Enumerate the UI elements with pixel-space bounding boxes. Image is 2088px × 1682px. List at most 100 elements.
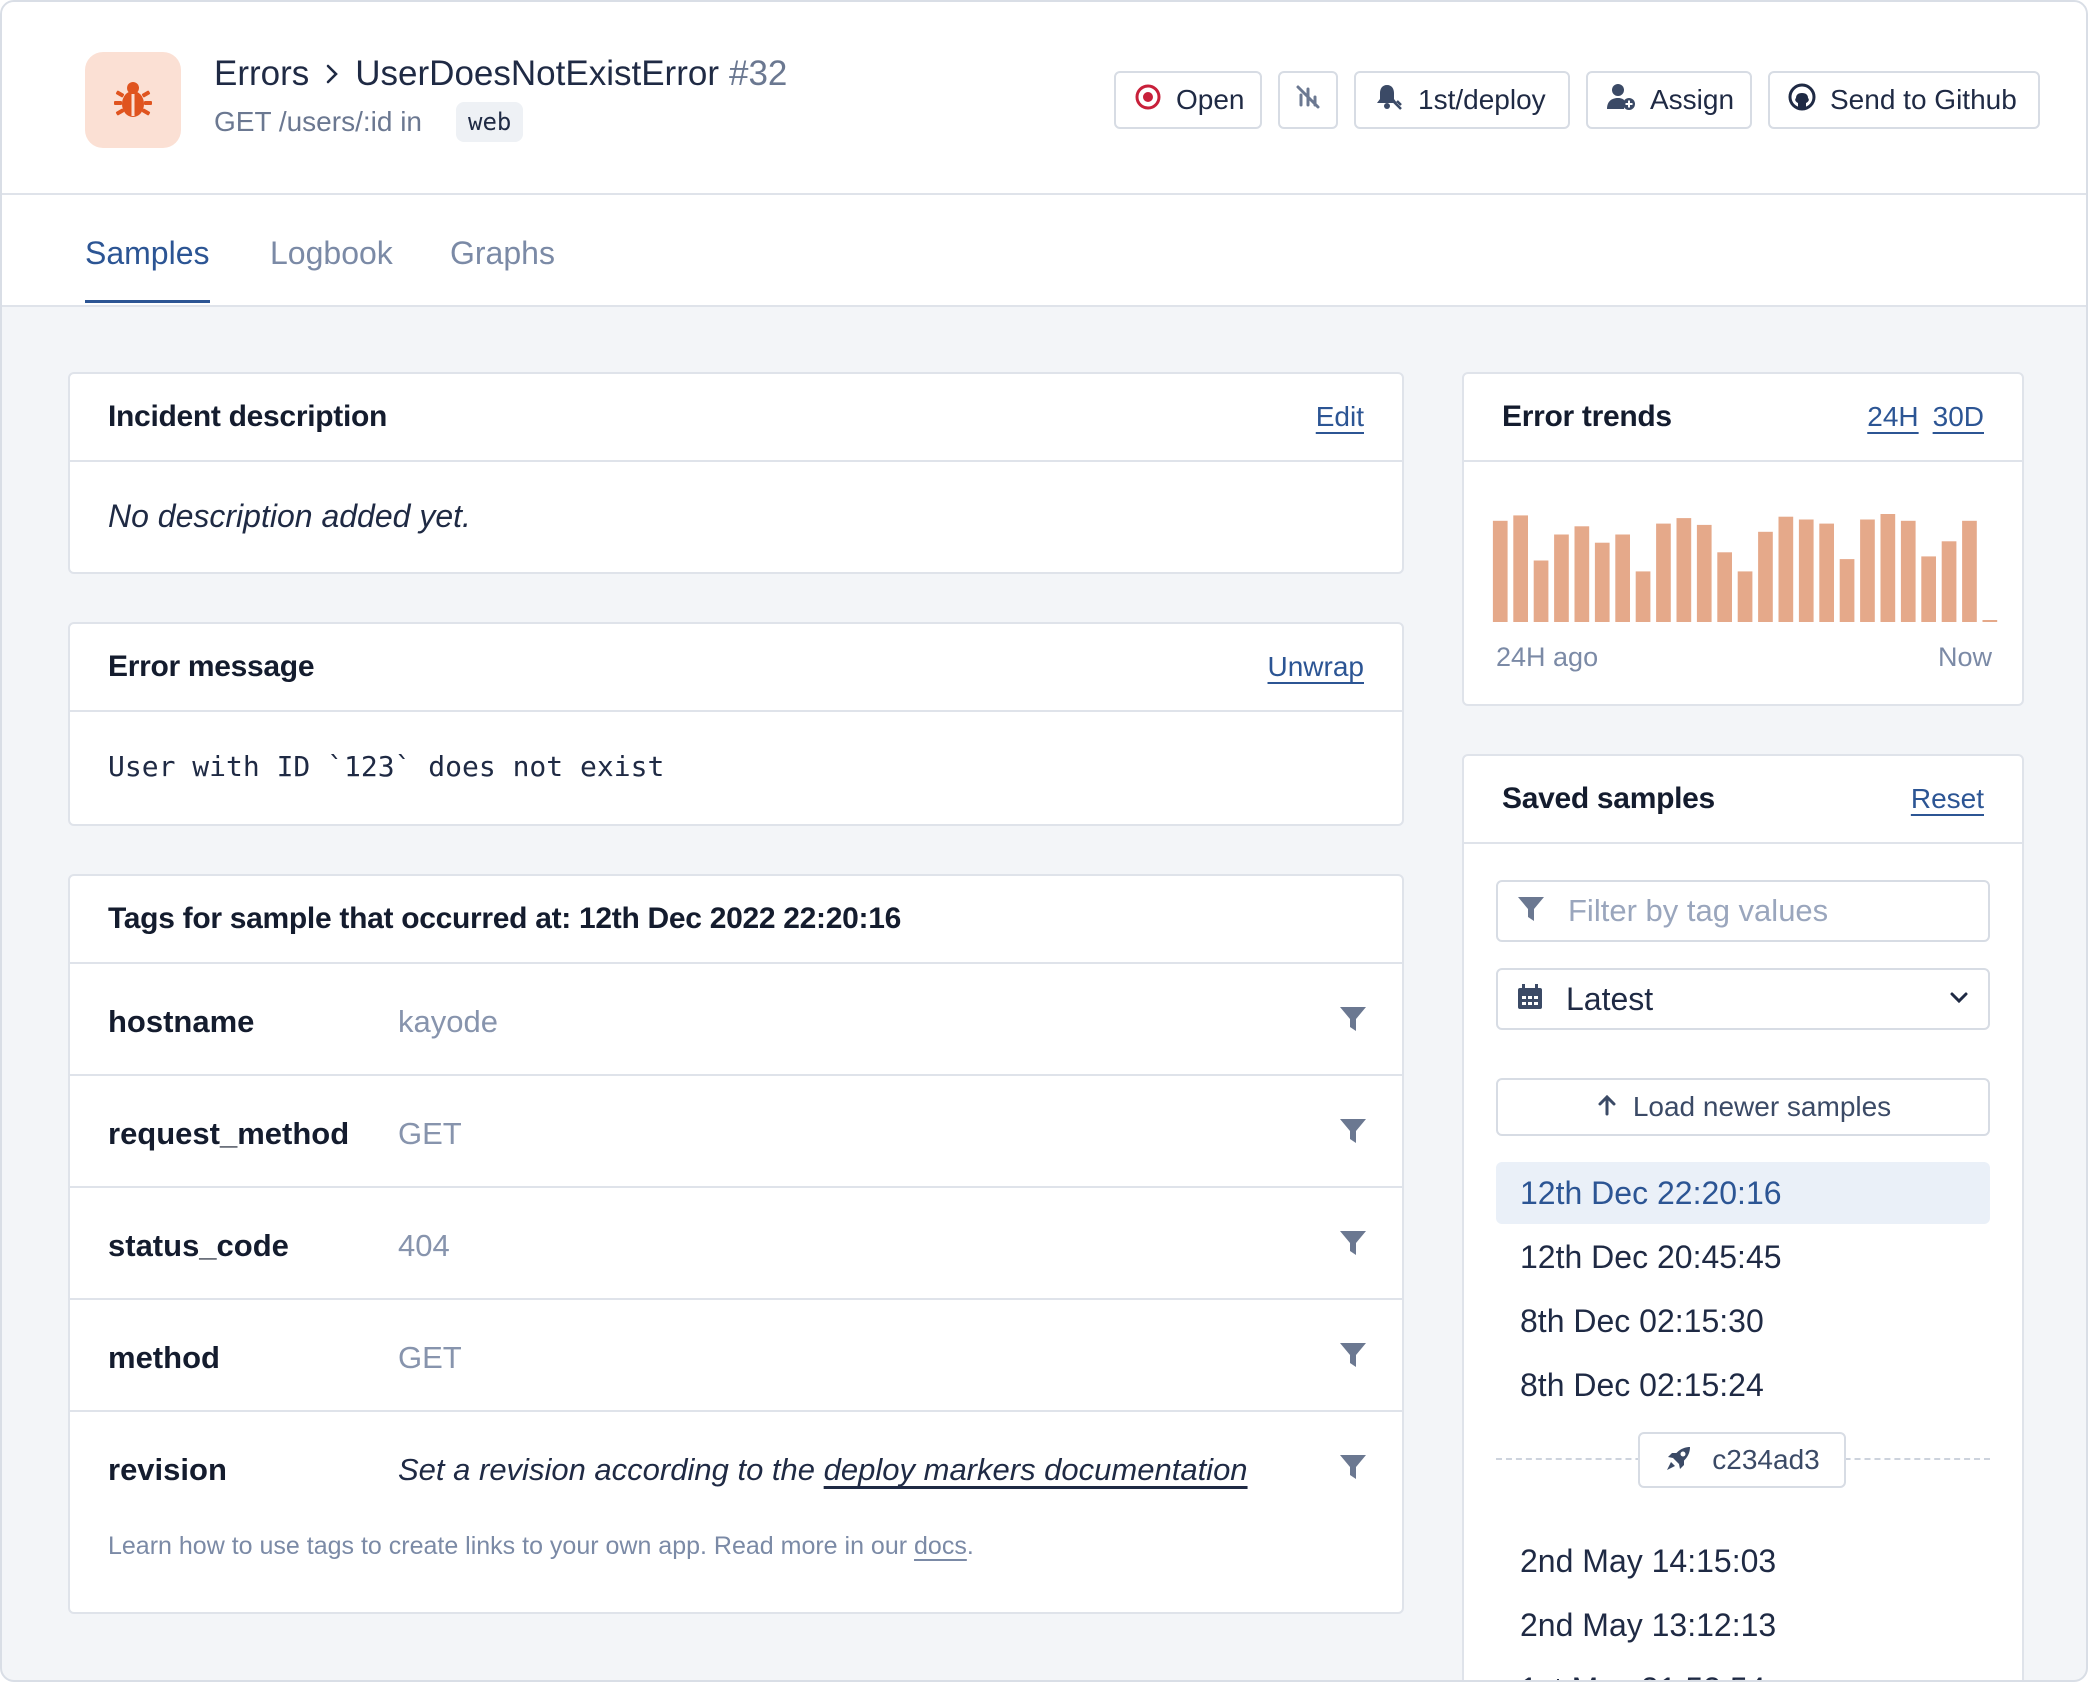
tab-graphs[interactable]: Graphs (450, 235, 555, 271)
reset-link[interactable]: Reset (1910, 783, 1984, 814)
trend-bar[interactable] (1594, 542, 1610, 622)
error-message-title: Error message (108, 650, 315, 683)
filter-icon[interactable] (1338, 1004, 1368, 1039)
chart-off-icon (1294, 83, 1322, 118)
unwrap-link[interactable]: Unwrap (1267, 651, 1364, 682)
tag-key: status_code (108, 1228, 289, 1263)
range-30d-link[interactable]: 30D (1932, 401, 1984, 432)
sample-list-item[interactable]: 8th Dec 02:15:24 (1520, 1366, 1764, 1403)
trend-bar[interactable] (1737, 571, 1753, 622)
user-plus-icon (1606, 82, 1636, 119)
tag-key: request_method (108, 1116, 350, 1151)
saved-samples-header: Saved samples Reset (1464, 756, 2022, 844)
chevron-down-icon (1948, 986, 1970, 1013)
trend-bar[interactable] (1819, 523, 1834, 622)
error-trends-header: Error trends 24H 30D (1464, 374, 2022, 462)
sample-range-value: Latest (1566, 980, 1654, 1017)
notification-label: 1st/deploy (1418, 84, 1546, 115)
assign-label: Assign (1650, 84, 1735, 115)
notification-button[interactable]: 1st/deploy (1354, 71, 1570, 129)
incident-description-title: Incident description (108, 400, 388, 433)
tab-samples[interactable]: Samples (85, 235, 210, 303)
load-newer-samples-button[interactable]: Load newer samples (1496, 1078, 1990, 1136)
trend-bar[interactable] (1615, 534, 1630, 623)
calendar-icon (1516, 983, 1544, 1016)
error-message-header: Error message Unwrap (70, 624, 1402, 712)
tag-value: GET (398, 1340, 462, 1375)
tag-key: hostname (108, 1004, 255, 1039)
chevron-right-icon (323, 63, 341, 85)
deploy-markers-docs-link[interactable]: deploy markers documentation (823, 1452, 1248, 1487)
trend-bar[interactable] (1554, 534, 1569, 623)
incident-description-header: Incident description Edit (70, 374, 1402, 462)
sample-list-item[interactable]: 8th Dec 02:15:30 (1520, 1302, 1764, 1339)
incident-description-card: Incident description Edit No description… (68, 372, 1404, 574)
rocket-icon (1664, 1443, 1694, 1478)
tag-row: method GET (70, 1300, 1402, 1412)
edit-description-link[interactable]: Edit (1315, 401, 1364, 432)
filter-icon[interactable] (1338, 1228, 1368, 1263)
trend-bar[interactable] (1656, 523, 1671, 622)
tab-logbook[interactable]: Logbook (270, 235, 393, 271)
filter-icon (1516, 894, 1546, 929)
tag-filter-input[interactable]: Filter by tag values (1496, 880, 1990, 942)
docs-link[interactable]: docs (914, 1532, 967, 1560)
trend-bar[interactable] (1676, 518, 1692, 622)
open-status-label: Open (1176, 84, 1245, 115)
tab-bar: Samples Logbook Graphs (2, 195, 2086, 307)
incident-description-text: No description added yet. (108, 498, 471, 534)
sample-range-select[interactable]: Latest (1496, 968, 1990, 1030)
sample-list-item-selected[interactable]: 12th Dec 22:20:16 (1496, 1162, 1990, 1224)
trend-bar[interactable] (1839, 559, 1855, 622)
incident-description-body: No description added yet. (70, 462, 1402, 571)
tag-value: kayode (398, 1004, 498, 1039)
trend-range-selector: 24H 30D (1867, 401, 1984, 433)
mute-button[interactable] (1278, 71, 1338, 129)
trend-bar[interactable] (1778, 516, 1794, 622)
sample-list-item[interactable]: 2nd May 13:12:13 (1520, 1606, 1777, 1643)
filter-icon[interactable] (1338, 1340, 1368, 1375)
trend-bar[interactable] (1941, 541, 1957, 622)
error-trends-chart (1492, 514, 1998, 623)
tag-key: revision (108, 1452, 227, 1487)
trend-bar[interactable] (1860, 519, 1875, 623)
revision-hint-text: Set a revision according to the (398, 1452, 816, 1487)
page-header: Errors UserDoesNotExistError #32 GET /us… (2, 2, 2086, 195)
error-number: #32 (728, 54, 788, 93)
trend-bar[interactable] (1635, 571, 1651, 622)
breadcrumb-errors-link[interactable]: Errors (214, 54, 310, 93)
error-title: UserDoesNotExistError (355, 54, 719, 93)
trend-bar[interactable] (1696, 524, 1712, 622)
trend-bar[interactable] (1492, 520, 1508, 622)
arrow-up-icon (1595, 1093, 1619, 1122)
assign-button[interactable]: Assign (1586, 71, 1752, 129)
deploy-marker-revision: c234ad3 (1712, 1444, 1820, 1475)
error-trends-card: Error trends 24H 30D 24H ago Now (1462, 372, 2024, 706)
sample-list-item[interactable]: 12th Dec 20:45:45 (1520, 1238, 1782, 1275)
trend-bar[interactable] (1900, 520, 1916, 622)
trend-bar[interactable] (1982, 620, 1998, 622)
saved-samples-title: Saved samples (1502, 782, 1715, 815)
trend-bar[interactable] (1962, 520, 1977, 622)
filter-icon[interactable] (1338, 1452, 1368, 1487)
trend-bar[interactable] (1880, 514, 1896, 622)
trend-bar[interactable] (1574, 526, 1590, 622)
trend-bar[interactable] (1798, 519, 1814, 623)
send-to-github-button[interactable]: Send to Github (1768, 71, 2040, 129)
send-to-github-label: Send to Github (1830, 84, 2017, 115)
tag-key: method (108, 1340, 220, 1375)
tags-footer-period: . (966, 1532, 974, 1560)
sample-list-item[interactable]: 2nd May 14:15:03 (1520, 1542, 1777, 1579)
trend-bar[interactable] (1758, 531, 1773, 622)
tags-title: Tags for sample that occurred at: 12th D… (108, 902, 901, 935)
open-status-button[interactable]: Open (1114, 71, 1262, 129)
filter-icon[interactable] (1338, 1116, 1368, 1151)
bell-icon (1374, 82, 1404, 119)
range-24h-link[interactable]: 24H (1867, 401, 1919, 432)
sample-list-item[interactable]: 1st May 21:53:54 (1496, 1658, 1990, 1681)
trend-bar[interactable] (1533, 560, 1549, 623)
trend-bar[interactable] (1717, 552, 1732, 622)
trend-bar[interactable] (1921, 556, 1936, 622)
trend-bar[interactable] (1513, 515, 1528, 622)
deploy-marker-badge[interactable]: c234ad3 (1638, 1432, 1846, 1488)
